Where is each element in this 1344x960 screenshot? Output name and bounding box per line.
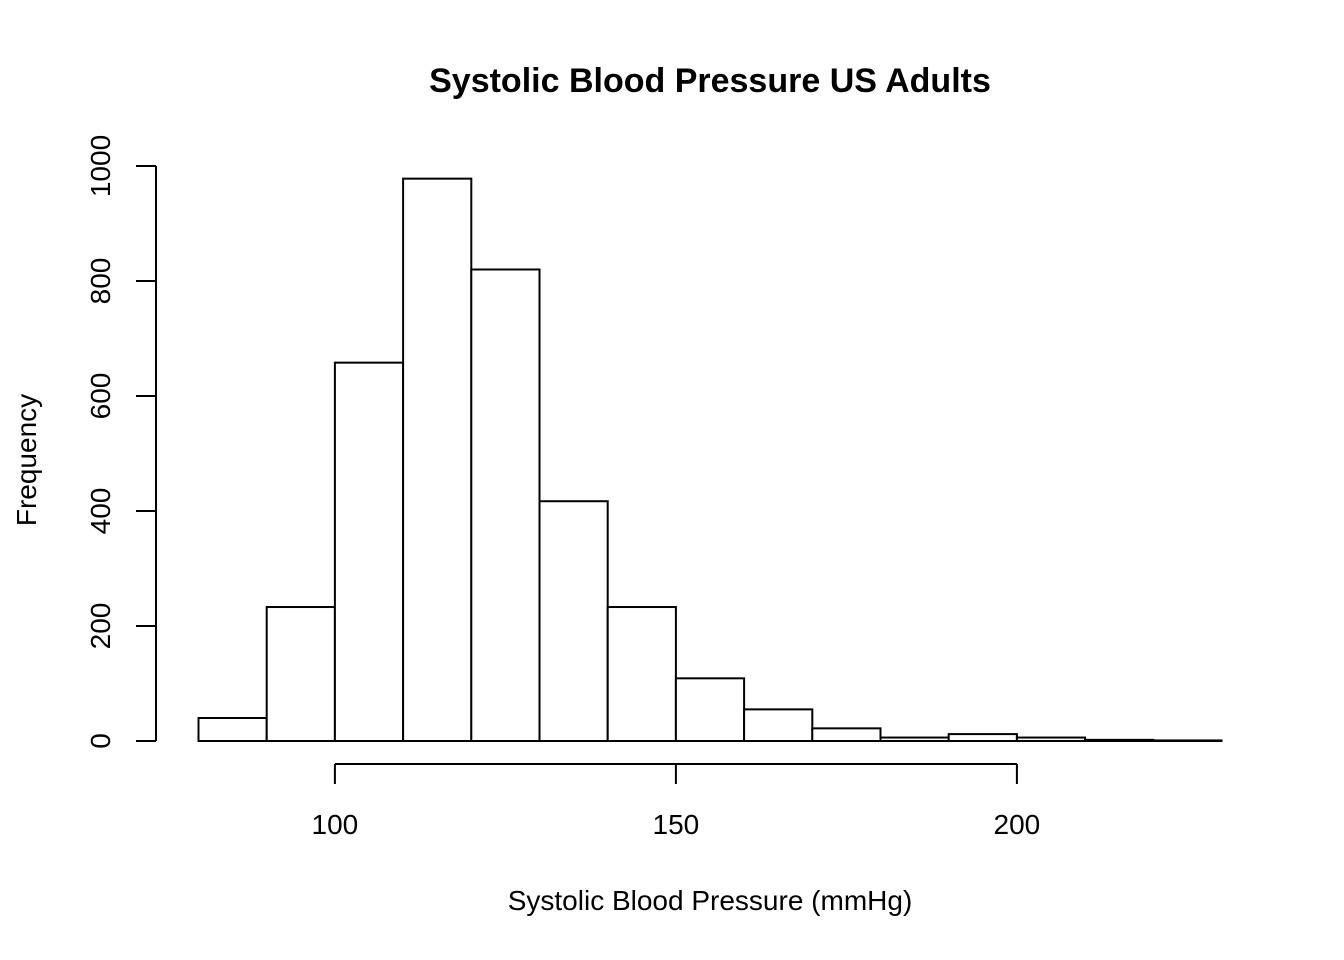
y-axis: 0 200 400 600 800 1000 xyxy=(85,135,157,749)
y-tick-label: 400 xyxy=(85,488,116,535)
histogram-bar xyxy=(1152,739,1223,742)
histogram-bar xyxy=(402,177,473,742)
histogram-bar xyxy=(1084,738,1155,742)
histogram-bar xyxy=(333,361,405,742)
histogram-bar xyxy=(743,708,814,742)
histogram-bar xyxy=(538,500,609,742)
histogram-bar xyxy=(879,736,950,742)
x-axis-label: Systolic Blood Pressure (mmHg) xyxy=(508,885,913,916)
y-tick-label: 200 xyxy=(85,603,116,650)
histogram-bar xyxy=(265,606,336,743)
x-tick-label: 150 xyxy=(653,809,700,840)
histogram-bar xyxy=(197,717,268,742)
chart-title: Systolic Blood Pressure US Adults xyxy=(429,62,991,100)
y-tick-label: 800 xyxy=(85,258,116,305)
x-tick-label: 100 xyxy=(312,809,359,840)
histogram-bar xyxy=(606,606,677,743)
histogram-bars xyxy=(197,177,1223,743)
y-tick-label: 600 xyxy=(85,373,116,420)
histogram-bar xyxy=(1015,736,1087,742)
y-tick-label: 1000 xyxy=(85,135,116,197)
histogram-bar xyxy=(470,268,541,742)
y-axis-label: Frequency xyxy=(11,394,42,526)
histogram-bar xyxy=(947,733,1018,742)
x-tick-label: 200 xyxy=(994,809,1041,840)
histogram-bar xyxy=(674,677,746,743)
histogram-bar xyxy=(811,727,882,742)
x-axis: 100 150 200 xyxy=(312,763,1041,840)
y-tick-label: 0 xyxy=(85,733,116,749)
